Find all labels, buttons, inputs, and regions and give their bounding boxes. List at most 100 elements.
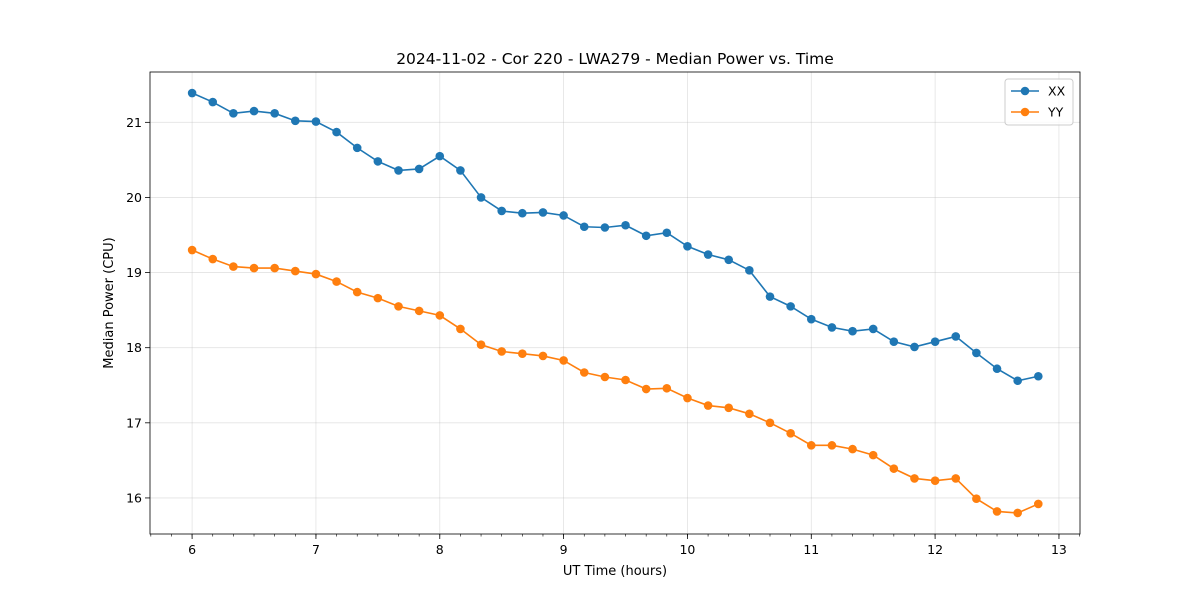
data-point-xx xyxy=(518,208,527,218)
data-point-yy xyxy=(683,393,692,403)
data-point-xx xyxy=(889,337,899,346)
data-point-yy xyxy=(435,311,445,320)
legend-label-yy: YY xyxy=(1047,105,1064,120)
data-point-yy xyxy=(559,356,568,365)
x-axis-label: UT Time (hours) xyxy=(563,564,667,579)
data-point-yy xyxy=(352,287,362,297)
data-point-xx xyxy=(456,166,465,175)
x-tick-label: 12 xyxy=(927,542,943,557)
data-point-xx xyxy=(972,348,981,358)
x-tick-label: 7 xyxy=(312,542,320,557)
data-point-xx xyxy=(703,250,713,259)
y-tick-label: 18 xyxy=(126,340,142,355)
x-tick-label: 9 xyxy=(560,542,568,557)
data-point-xx xyxy=(827,323,837,332)
data-point-yy xyxy=(394,302,403,311)
data-point-xx xyxy=(1034,371,1043,381)
data-point-xx xyxy=(373,157,383,166)
data-point-xx xyxy=(745,266,754,275)
data-point-xx xyxy=(600,223,610,232)
data-point-xx xyxy=(208,97,218,107)
data-point-yy xyxy=(579,368,589,377)
legend-label-xx: XX xyxy=(1048,84,1066,99)
data-point-yy xyxy=(765,418,775,428)
data-point-xx xyxy=(352,143,362,153)
data-point-xx xyxy=(1013,376,1022,386)
x-tick-label: 6 xyxy=(188,542,196,557)
data-point-xx xyxy=(621,220,630,230)
x-tick-label: 8 xyxy=(436,542,444,557)
data-point-yy xyxy=(270,263,279,273)
data-point-yy xyxy=(497,347,506,356)
data-point-xx xyxy=(332,127,341,137)
legend-marker-xx xyxy=(1020,86,1030,96)
legend: XX YY xyxy=(1004,78,1074,126)
data-point-yy xyxy=(745,409,754,419)
data-point-yy xyxy=(600,372,610,382)
data-point-xx xyxy=(414,164,424,174)
data-point-xx xyxy=(290,116,300,126)
data-point-yy xyxy=(703,401,713,410)
data-point-yy xyxy=(972,494,981,503)
data-point-yy xyxy=(806,441,816,450)
data-point-xx xyxy=(806,314,816,324)
x-tick-label: 11 xyxy=(803,542,819,557)
data-point-yy xyxy=(992,507,1002,516)
data-point-yy xyxy=(332,277,341,286)
y-tick-label: 19 xyxy=(126,265,142,280)
x-tick-label: 10 xyxy=(679,542,695,557)
data-point-xx xyxy=(270,109,279,118)
data-point-yy xyxy=(621,375,630,385)
data-point-xx xyxy=(662,228,672,238)
data-point-xx xyxy=(868,324,878,334)
data-point-xx xyxy=(765,292,775,301)
data-point-xx xyxy=(249,106,259,116)
data-point-yy xyxy=(290,266,300,276)
data-point-yy xyxy=(538,351,548,361)
data-point-xx xyxy=(579,222,589,232)
data-point-yy xyxy=(662,383,672,393)
data-point-xx xyxy=(641,231,651,241)
data-point-yy xyxy=(373,293,383,303)
data-point-yy xyxy=(518,349,527,359)
plot-frame xyxy=(149,71,1081,535)
data-point-yy xyxy=(724,403,734,413)
data-point-xx xyxy=(786,302,795,311)
data-point-yy xyxy=(848,444,857,454)
data-point-xx xyxy=(724,255,734,265)
data-point-yy xyxy=(786,429,795,438)
y-tick-label: 16 xyxy=(126,490,142,505)
data-point-yy xyxy=(889,464,899,473)
data-point-yy xyxy=(476,340,486,349)
x-tick-label: 13 xyxy=(1051,542,1067,557)
data-point-yy xyxy=(187,245,197,255)
data-point-yy xyxy=(229,262,238,271)
data-point-xx xyxy=(476,193,486,202)
data-point-xx xyxy=(559,211,568,220)
data-point-xx xyxy=(497,206,506,216)
data-point-xx xyxy=(910,342,919,352)
data-point-xx xyxy=(435,151,445,161)
data-point-xx xyxy=(311,117,321,126)
y-tick-label: 21 xyxy=(126,115,142,130)
data-point-xx xyxy=(992,364,1002,374)
y-tick-label: 20 xyxy=(126,190,142,205)
data-point-yy xyxy=(456,324,465,334)
data-point-xx xyxy=(848,326,857,336)
y-tick-label: 17 xyxy=(126,415,142,430)
data-point-yy xyxy=(951,474,961,483)
data-point-xx xyxy=(229,109,238,118)
data-point-xx xyxy=(951,332,961,341)
data-point-yy xyxy=(910,474,919,483)
data-point-yy xyxy=(930,476,940,485)
data-point-yy xyxy=(1013,508,1022,518)
data-point-yy xyxy=(414,306,424,316)
data-point-yy xyxy=(641,384,651,394)
data-point-xx xyxy=(683,241,692,251)
data-point-xx xyxy=(930,337,940,346)
y-axis-label: Median Power (CPU) xyxy=(102,237,117,368)
data-point-xx xyxy=(538,208,548,217)
chart-title: 2024-11-02 - Cor 220 - LWA279 - Median P… xyxy=(396,50,834,68)
